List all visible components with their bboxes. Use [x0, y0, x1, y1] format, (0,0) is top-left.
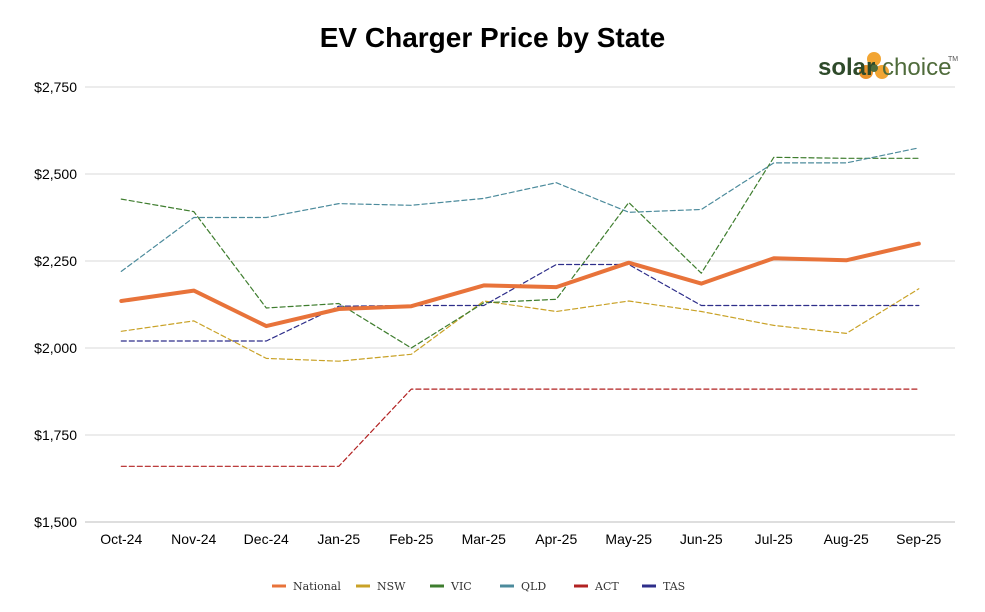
- y-tick-label: $2,250: [34, 253, 77, 269]
- legend-label: National: [293, 580, 341, 593]
- series-lines: [119, 147, 921, 467]
- gridlines: [85, 86, 955, 523]
- x-tick-label: Mar-25: [462, 531, 507, 547]
- series-line-act: [120, 388, 920, 467]
- x-tick-label: Aug-25: [824, 531, 869, 547]
- x-tick-label: Jun-25: [680, 531, 723, 547]
- legend-label: NSW: [377, 580, 406, 593]
- series-line-vic: [120, 156, 920, 349]
- legend-label: TAS: [663, 580, 685, 593]
- solar-choice-wordmark: solar choice: [818, 54, 951, 82]
- x-axis: Oct-24 Nov-24 Dec-24 Jan-25 Feb-25 Mar-25 Apr-…: [100, 531, 941, 547]
- series-line-tas: [120, 263, 920, 342]
- y-tick-label: $1,750: [34, 427, 77, 443]
- y-tick-label: $1,500: [34, 514, 77, 530]
- y-axis: $1,500 $1,750 $2,000 $2,250 $2,500 $2,750: [34, 79, 77, 530]
- legend-label: VIC: [450, 580, 472, 593]
- x-tick-label: Dec-24: [244, 531, 289, 547]
- series-line-national: [119, 241, 921, 329]
- legend-label: ACT: [594, 580, 619, 593]
- chart-title: EV Charger Price by State: [319, 22, 666, 53]
- y-tick-label: $2,000: [34, 340, 77, 356]
- logo-bold-text: solar: [818, 54, 876, 81]
- legend-label: QLD: [521, 580, 546, 593]
- x-tick-label: May-25: [605, 531, 652, 547]
- x-tick-label: Oct-24: [100, 531, 142, 547]
- legend: National NSW VIC QLD ACT TAS: [272, 580, 685, 593]
- x-tick-label: Jan-25: [317, 531, 360, 547]
- series-line-nsw: [120, 288, 920, 362]
- x-tick-label: Jul-25: [755, 531, 793, 547]
- x-tick-label: Nov-24: [171, 531, 216, 547]
- solar-choice-logo: [859, 52, 889, 79]
- logo-trademark: TM: [948, 56, 959, 63]
- series-line-qld: [120, 147, 920, 272]
- y-tick-label: $2,750: [34, 79, 77, 95]
- x-tick-label: Apr-25: [535, 531, 577, 547]
- x-tick-label: Feb-25: [389, 531, 434, 547]
- y-tick-label: $2,500: [34, 166, 77, 182]
- x-tick-label: Sep-25: [896, 531, 941, 547]
- logo-regular-text: choice: [875, 54, 952, 81]
